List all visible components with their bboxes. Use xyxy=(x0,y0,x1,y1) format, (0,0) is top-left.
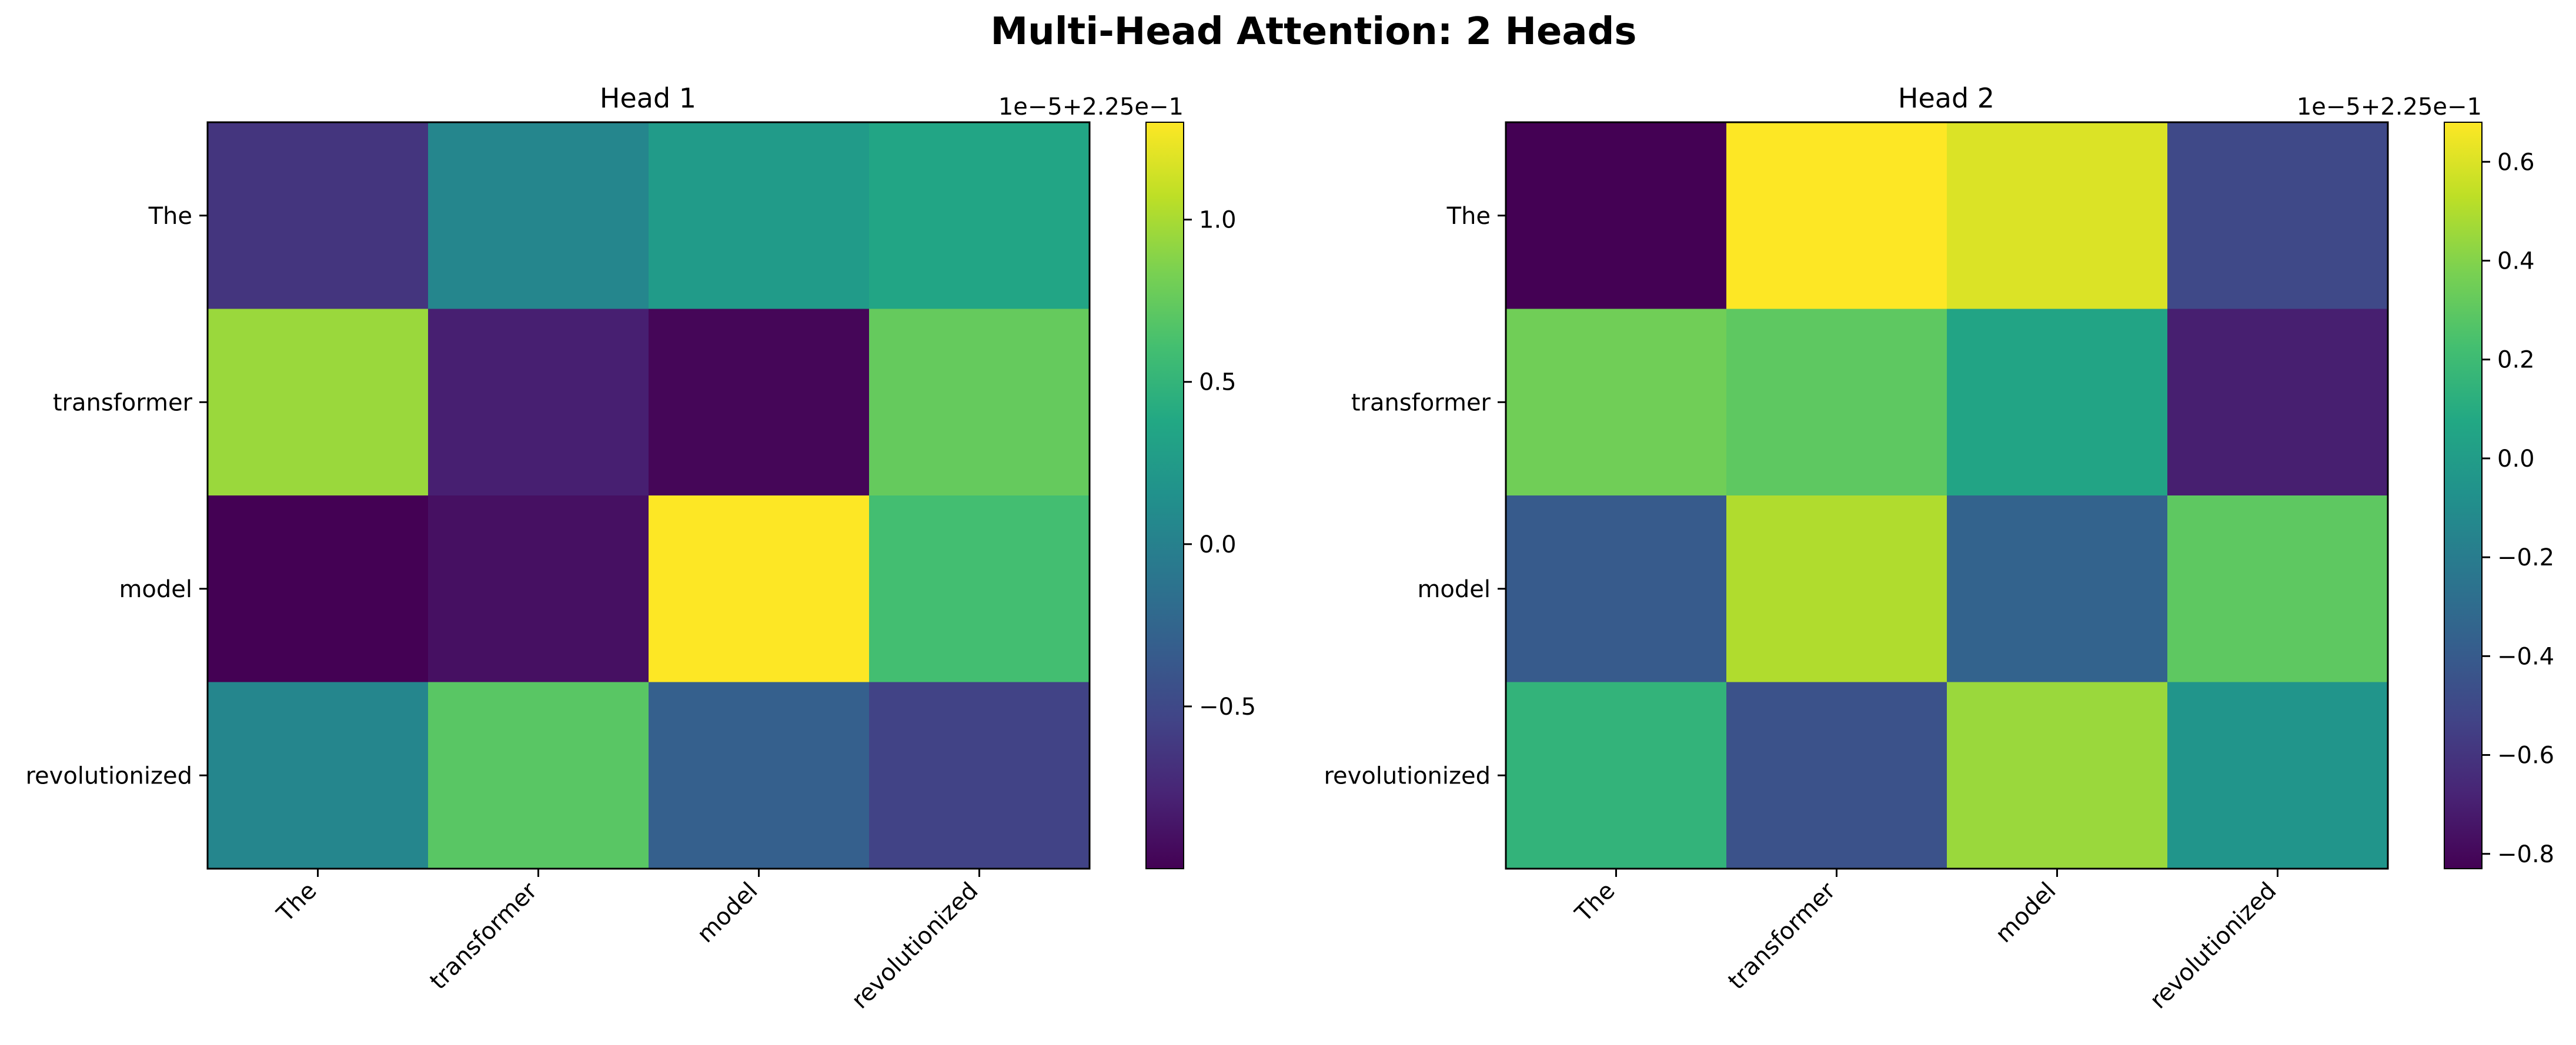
heatmap-cell xyxy=(869,682,1090,869)
heatmap-cell xyxy=(208,495,429,682)
colorbar-tick-label: −0.2 xyxy=(2497,544,2554,571)
plot-frame xyxy=(1505,121,2389,870)
colorbar-offset-text: 1e−5+2.25e−1 xyxy=(998,93,1184,120)
heatmap-cell xyxy=(1506,122,1727,309)
heatmap-cell xyxy=(1726,682,1947,869)
colorbar-tick-label: −0.8 xyxy=(2497,841,2554,868)
heatmap-cell xyxy=(1506,495,1727,682)
heatmap-cell xyxy=(428,122,649,309)
panel-title: Head 2 xyxy=(1898,82,1994,114)
heatmap-cell xyxy=(2167,495,2388,682)
x-tick-label: transformer xyxy=(425,877,543,995)
colorbar-tick-label: 1.0 xyxy=(1199,207,1237,234)
y-tick-label: revolutionized xyxy=(1324,762,1491,789)
panel-title: Head 1 xyxy=(600,82,696,114)
heatmap-cell xyxy=(649,682,870,869)
colorbar-tick-label: 0.6 xyxy=(2497,149,2535,176)
colorbar-gradient xyxy=(2444,122,2483,869)
y-tick-label: transformer xyxy=(53,389,193,416)
colorbar-ticks: −0.8 −0.6 −0.4 −0.2 0.0 0.2 0.4 0.6 xyxy=(2482,149,2554,868)
colorbar-tick-label: −0.6 xyxy=(2497,742,2554,769)
heatmap-panel-head-1: Head 1 The transformer model revolutionized… xyxy=(25,82,1256,1014)
heatmap-cell xyxy=(428,495,649,682)
x-tick-label: transformer xyxy=(1723,877,1841,995)
heatmap-cell xyxy=(428,682,649,869)
colorbar-ticks: −0.5 0.0 0.5 1.0 xyxy=(1184,207,1256,721)
x-tick-label: model xyxy=(1990,877,2062,949)
heatmap-cell xyxy=(649,309,870,496)
heatmap-cell xyxy=(869,495,1090,682)
heatmap-cell xyxy=(1726,309,1947,496)
y-tick-label: model xyxy=(119,576,192,603)
colorbar-tick-label: 0.2 xyxy=(2497,347,2535,374)
heatmap-cell xyxy=(649,495,870,682)
x-axis: The transformer model revolutionized xyxy=(272,869,984,1014)
heatmap-cells xyxy=(208,122,1090,869)
heatmap-cell xyxy=(869,122,1090,309)
heatmap-cell xyxy=(2167,309,2388,496)
colorbar: −0.5 0.0 0.5 1.0 1e−5+2.25e−1 xyxy=(998,93,1256,869)
heatmap-cell xyxy=(2167,682,2388,869)
heatmap-cell xyxy=(1506,682,1727,869)
x-tick-label: The xyxy=(272,877,322,928)
heatmap-cell xyxy=(869,309,1090,496)
colorbar-tick-label: −0.5 xyxy=(1199,694,1256,721)
y-tick-label: The xyxy=(148,203,192,230)
y-tick-label: model xyxy=(1417,576,1491,603)
heatmap-cell xyxy=(1947,495,2168,682)
colorbar-tick-label: 0.5 xyxy=(1199,369,1237,396)
colorbar: −0.8 −0.6 −0.4 −0.2 0.0 0.2 0.4 0.6 1e−5+2.25e−… xyxy=(2297,93,2554,869)
y-axis: The transformer model revolutionized xyxy=(1324,203,1506,789)
heatmap-cell xyxy=(1947,122,2168,309)
heatmap-cell xyxy=(1506,309,1727,496)
colorbar-tick-label: 0.0 xyxy=(1199,531,1237,558)
heatmap-cell xyxy=(208,122,429,309)
figure-title: Multi-Head Attention: 2 Heads xyxy=(990,10,1636,53)
x-axis: The transformer model revolutionized xyxy=(1570,869,2282,1014)
x-tick-label: revolutionized xyxy=(847,877,984,1014)
y-tick-label: revolutionized xyxy=(25,762,192,789)
heatmap-cell xyxy=(428,309,649,496)
colorbar-tick-label: 0.0 xyxy=(2497,446,2535,473)
plot-frame xyxy=(206,121,1091,870)
colorbar-gradient xyxy=(1145,122,1184,869)
heatmap-panel-head-2: Head 2 The transformer model revolutionized… xyxy=(1324,82,2554,1014)
y-axis: The transformer model revolutionized xyxy=(25,203,208,789)
y-tick-label: The xyxy=(1446,203,1491,230)
heatmap-cell xyxy=(1947,309,2168,496)
x-tick-label: The xyxy=(1570,877,1621,928)
heatmap-cell xyxy=(1726,122,1947,309)
x-tick-label: revolutionized xyxy=(2145,877,2282,1014)
heatmap-cell xyxy=(208,682,429,869)
x-tick-label: model xyxy=(692,877,763,949)
heatmap-cell xyxy=(1947,682,2168,869)
heatmap-cells xyxy=(1506,122,2388,869)
colorbar-tick-label: −0.4 xyxy=(2497,643,2554,670)
heatmap-cell xyxy=(208,309,429,496)
heatmap-cell xyxy=(1726,495,1947,682)
heatmap-cell xyxy=(649,122,870,309)
heatmap-cell xyxy=(2167,122,2388,309)
y-tick-label: transformer xyxy=(1351,389,1491,416)
colorbar-tick-label: 0.4 xyxy=(2497,247,2535,274)
colorbar-offset-text: 1e−5+2.25e−1 xyxy=(2297,93,2482,120)
